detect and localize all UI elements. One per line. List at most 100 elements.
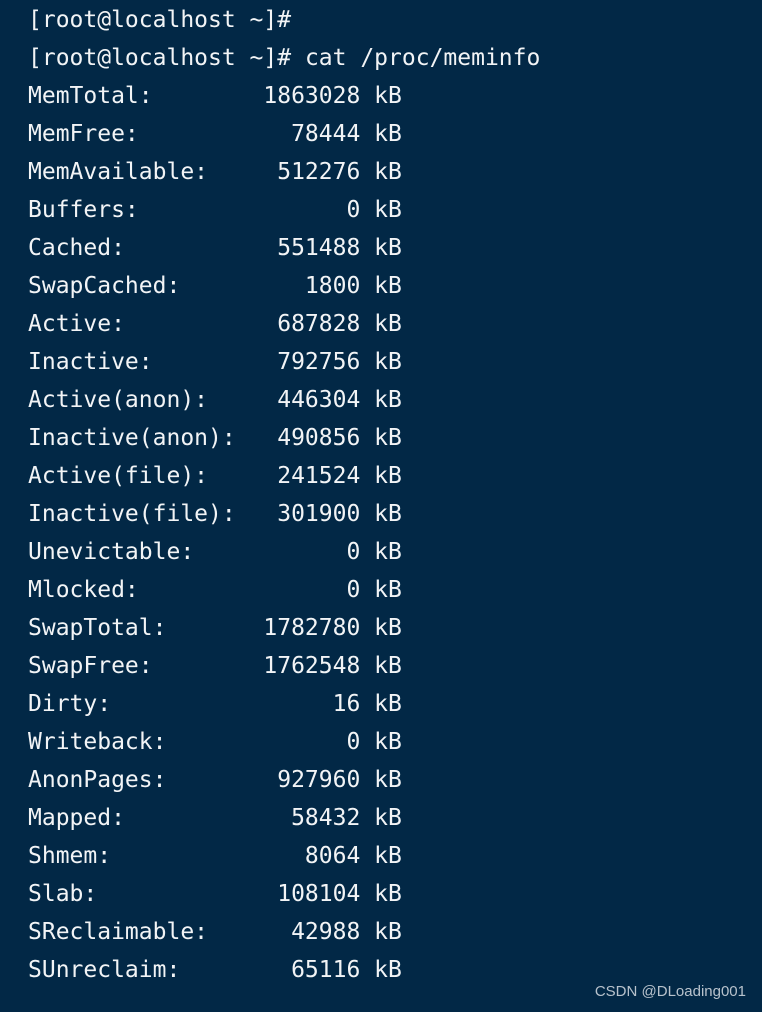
meminfo-value: 687828 (277, 311, 361, 337)
meminfo-label: SReclaimable: (28, 919, 209, 945)
meminfo-unit: kB (374, 501, 402, 527)
meminfo-row: Mlocked: 0 kB (28, 571, 540, 609)
meminfo-unit: kB (374, 691, 402, 717)
meminfo-label: Writeback: (28, 729, 167, 755)
meminfo-unit: kB (374, 919, 402, 945)
meminfo-value: 78444 (291, 121, 361, 147)
meminfo-label: Shmem: (28, 843, 112, 869)
meminfo-label: SUnreclaim: (28, 957, 181, 983)
meminfo-value: 0 (346, 729, 361, 755)
meminfo-row: Unevictable: 0 kB (28, 533, 540, 571)
meminfo-value: 927960 (277, 767, 361, 793)
command-line: [root@localhost ~]# cat /proc/meminfo (28, 45, 541, 71)
meminfo-row: Slab: 108104 kB (28, 875, 540, 913)
meminfo-label: AnonPages: (28, 767, 167, 793)
meminfo-value: 512276 (277, 159, 361, 185)
meminfo-row: MemFree: 78444 kB (28, 115, 540, 153)
meminfo-unit: kB (374, 577, 402, 603)
meminfo-row: Dirty: 16 kB (28, 685, 540, 723)
meminfo-unit: kB (374, 425, 402, 451)
meminfo-unit: kB (374, 273, 402, 299)
meminfo-unit: kB (374, 349, 402, 375)
terminal-output[interactable]: [root@localhost ~]# [root@localhost ~]# … (28, 1, 540, 989)
meminfo-row: Buffers: 0 kB (28, 191, 540, 229)
meminfo-value: 1800 (304, 273, 361, 299)
meminfo-unit: kB (374, 311, 402, 337)
meminfo-value: 8064 (304, 843, 361, 869)
meminfo-label: Dirty: (28, 691, 112, 717)
meminfo-row: Active(file): 241524 kB (28, 457, 540, 495)
meminfo-unit: kB (374, 121, 402, 147)
meminfo-row: MemTotal: 1863028 kB (28, 77, 540, 115)
meminfo-label: SwapFree: (28, 653, 153, 679)
meminfo-label: Buffers: (28, 197, 139, 223)
meminfo-row: Inactive: 792756 kB (28, 343, 540, 381)
meminfo-row: AnonPages: 927960 kB (28, 761, 540, 799)
meminfo-unit: kB (374, 957, 402, 983)
meminfo-label: Unevictable: (28, 539, 195, 565)
meminfo-row: Mapped: 58432 kB (28, 799, 540, 837)
meminfo-value: 551488 (277, 235, 361, 261)
meminfo-row: SwapCached: 1800 kB (28, 267, 540, 305)
meminfo-label: Mlocked: (28, 577, 139, 603)
meminfo-label: Inactive(file): (28, 501, 236, 527)
meminfo-value: 0 (346, 197, 361, 223)
meminfo-unit: kB (374, 159, 402, 185)
watermark: CSDN @DLoading001 (594, 983, 746, 1000)
meminfo-unit: kB (374, 843, 402, 869)
meminfo-value: 1762548 (263, 653, 361, 679)
prompt-line: [root@localhost ~]# (28, 7, 292, 33)
meminfo-row: SUnreclaim: 65116 kB (28, 951, 540, 989)
meminfo-label: Active(anon): (28, 387, 209, 413)
meminfo-label: Inactive(anon): (28, 425, 236, 451)
meminfo-value: 58432 (291, 805, 361, 831)
meminfo-value: 792756 (277, 349, 361, 375)
meminfo-unit: kB (374, 805, 402, 831)
meminfo-label: Active: (28, 311, 125, 337)
meminfo-row: Shmem: 8064 kB (28, 837, 540, 875)
meminfo-label: Mapped: (28, 805, 125, 831)
meminfo-value: 42988 (291, 919, 361, 945)
meminfo-unit: kB (374, 767, 402, 793)
meminfo-row: MemAvailable: 512276 kB (28, 153, 540, 191)
meminfo-value: 446304 (277, 387, 361, 413)
meminfo-label: Cached: (28, 235, 125, 261)
meminfo-row: Active: 687828 kB (28, 305, 540, 343)
meminfo-value: 241524 (277, 463, 361, 489)
meminfo-value: 0 (346, 539, 361, 565)
meminfo-value: 301900 (277, 501, 361, 527)
meminfo-label: Slab: (28, 881, 98, 907)
meminfo-unit: kB (374, 729, 402, 755)
meminfo-row: Active(anon): 446304 kB (28, 381, 540, 419)
meminfo-value: 490856 (277, 425, 361, 451)
meminfo-value: 1863028 (263, 83, 361, 109)
meminfo-value: 0 (346, 577, 361, 603)
meminfo-unit: kB (374, 387, 402, 413)
meminfo-unit: kB (374, 463, 402, 489)
meminfo-row: Inactive(anon): 490856 kB (28, 419, 540, 457)
meminfo-unit: kB (374, 615, 402, 641)
meminfo-row: Cached: 551488 kB (28, 229, 540, 267)
meminfo-label: MemFree: (28, 121, 139, 147)
meminfo-row: Writeback: 0 kB (28, 723, 540, 761)
meminfo-label: Inactive: (28, 349, 153, 375)
meminfo-value: 1782780 (263, 615, 361, 641)
meminfo-unit: kB (374, 235, 402, 261)
meminfo-label: MemTotal: (28, 83, 153, 109)
meminfo-unit: kB (374, 197, 402, 223)
meminfo-row: SwapFree: 1762548 kB (28, 647, 540, 685)
meminfo-row: SwapTotal: 1782780 kB (28, 609, 540, 647)
meminfo-value: 16 (332, 691, 361, 717)
meminfo-unit: kB (374, 539, 402, 565)
meminfo-label: Active(file): (28, 463, 209, 489)
meminfo-unit: kB (374, 653, 402, 679)
meminfo-unit: kB (374, 83, 402, 109)
meminfo-unit: kB (374, 881, 402, 907)
meminfo-label: MemAvailable: (28, 159, 209, 185)
meminfo-row: Inactive(file): 301900 kB (28, 495, 540, 533)
meminfo-value: 108104 (277, 881, 361, 907)
meminfo-label: SwapTotal: (28, 615, 167, 641)
meminfo-row: SReclaimable: 42988 kB (28, 913, 540, 951)
meminfo-value: 65116 (291, 957, 361, 983)
meminfo-label: SwapCached: (28, 273, 181, 299)
